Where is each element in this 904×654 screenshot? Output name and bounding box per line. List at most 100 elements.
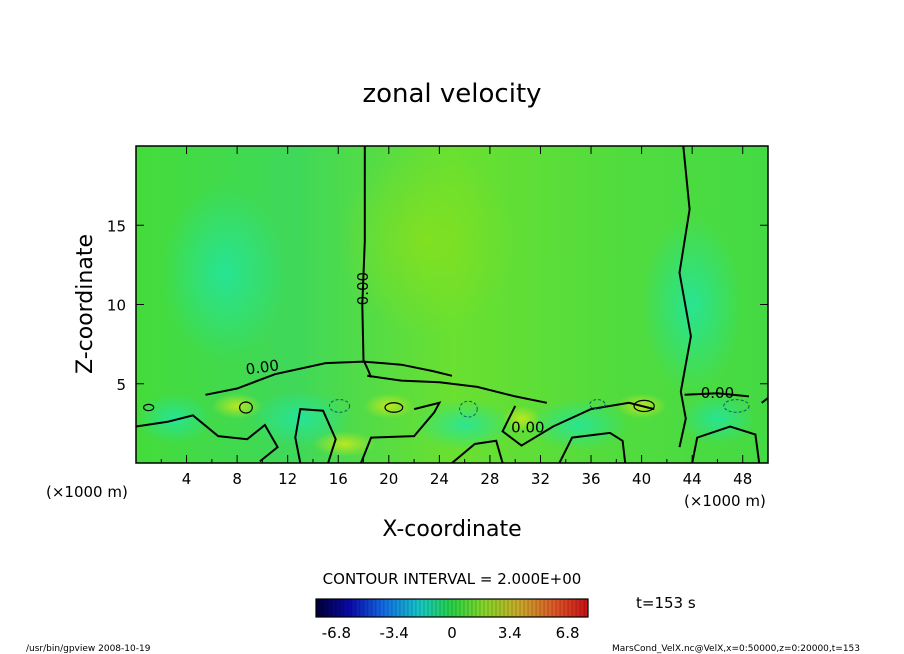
colorbar-cell xyxy=(524,599,529,617)
field-blob xyxy=(136,393,212,444)
footer-left: /usr/bin/gpview 2008-10-19 xyxy=(26,644,151,654)
colorbar-cell xyxy=(508,599,513,617)
velocity-field-features xyxy=(136,146,756,457)
x-tick-label: 48 xyxy=(733,470,752,488)
x-axis-ticks: 4 8 12 16 20 24 28 32 36 40 44 48 xyxy=(160,146,752,488)
x-axis-label: X-coordinate xyxy=(382,517,521,542)
colorbar-cell xyxy=(440,599,445,617)
y-tick-label: 15 xyxy=(107,217,126,235)
colorbar-cell xyxy=(552,599,557,617)
x-tick-label: 44 xyxy=(683,470,702,488)
colorbar-cell xyxy=(368,599,373,617)
colorbar-cell xyxy=(564,599,569,617)
colorbar-cell xyxy=(388,599,393,617)
zero-contour xyxy=(294,408,337,463)
colorbar-cell xyxy=(580,599,585,617)
zero-contour xyxy=(501,401,655,447)
zero-contour xyxy=(761,397,768,404)
positive-contour xyxy=(633,399,655,413)
chart-title: zonal velocity xyxy=(362,79,541,109)
colorbar-tick-label: 6.8 xyxy=(556,624,580,642)
colorbar-cell xyxy=(316,599,321,617)
colorbar-cell xyxy=(484,599,489,617)
colorbar-cell xyxy=(452,599,457,617)
zero-contour xyxy=(360,401,442,463)
field-blob xyxy=(161,184,288,362)
colorbar-cell xyxy=(560,599,565,617)
zero-contour-lines xyxy=(136,146,768,463)
x-tick-label: 32 xyxy=(531,470,550,488)
x-tick-label: 40 xyxy=(632,470,651,488)
colorbar-cell xyxy=(404,599,409,617)
colorbar-cell xyxy=(544,599,549,617)
field-blob xyxy=(527,399,629,451)
colorbar-cell xyxy=(324,599,329,617)
colorbar-cell xyxy=(400,599,405,617)
colorbar-cell xyxy=(556,599,561,617)
field-blob xyxy=(679,393,756,444)
colorbar-cell xyxy=(532,599,537,617)
x-tick-label: 20 xyxy=(379,470,398,488)
colorbar-cell xyxy=(328,599,333,617)
colorbar-cell xyxy=(408,599,413,617)
colorbar-cell xyxy=(528,599,533,617)
colorbar-cell xyxy=(584,599,589,617)
zero-contour xyxy=(691,425,761,463)
colorbar-cell xyxy=(320,599,325,617)
colorbar-tick-label: -6.8 xyxy=(322,624,351,642)
colorbar-cell xyxy=(364,599,369,617)
footer-right: MarsCond_VelX.nc@VelX,x=0:50000,z=0:2000… xyxy=(612,644,860,654)
x-tick-label: 24 xyxy=(430,470,449,488)
plot-area xyxy=(136,146,768,463)
zero-contour xyxy=(136,414,279,463)
colorbar: -6.8 -3.4 0 3.4 6.8 xyxy=(315,598,589,642)
contour-interval-label: CONTOUR INTERVAL = 2.000E+00 xyxy=(323,570,582,588)
contour-label: 0.00 xyxy=(245,356,281,378)
colorbar-strip xyxy=(315,599,589,617)
colorbar-cell xyxy=(380,599,385,617)
colorbar-cell xyxy=(460,599,465,617)
field-blob xyxy=(211,393,263,419)
colorbar-cell xyxy=(360,599,365,617)
contour-labels: 0.00 0.00 0.00 0.00 xyxy=(245,272,735,437)
colorbar-cell xyxy=(492,599,497,617)
colorbar-cell xyxy=(576,599,581,617)
zero-contour xyxy=(558,431,627,463)
zero-contour xyxy=(205,360,453,396)
zero-contour xyxy=(367,374,547,404)
colorbar-tick-label: 0 xyxy=(447,624,457,642)
colorbar-cell xyxy=(352,599,357,617)
colorbar-cell xyxy=(512,599,517,617)
x-axis-unit-left: (×1000 m) xyxy=(46,483,128,501)
colorbar-cell xyxy=(348,599,353,617)
y-axis-ticks: 5 10 15 xyxy=(107,217,768,394)
field-blob xyxy=(363,393,415,419)
colorbar-cell xyxy=(344,599,349,617)
time-label: t=153 s xyxy=(636,594,696,612)
field-blob xyxy=(249,390,351,448)
y-tick-label: 5 xyxy=(116,376,126,394)
colorbar-cell xyxy=(396,599,401,617)
x-tick-label: 16 xyxy=(329,470,348,488)
negative-contour xyxy=(589,399,606,410)
colorbar-cell xyxy=(420,599,425,617)
colorbar-cell xyxy=(392,599,397,617)
field-blob xyxy=(641,215,743,394)
colorbar-cell xyxy=(436,599,441,617)
zero-contour xyxy=(451,439,504,463)
colorbar-cell xyxy=(376,599,381,617)
colorbar-cell xyxy=(500,599,505,617)
colorbar-cell xyxy=(448,599,453,617)
colorbar-cell xyxy=(412,599,417,617)
colorbar-cell xyxy=(516,599,521,617)
colorbar-cell xyxy=(572,599,577,617)
colorbar-cell xyxy=(540,599,545,617)
positive-contour xyxy=(239,401,253,414)
x-tick-label: 36 xyxy=(581,470,600,488)
colorbar-cell xyxy=(428,599,433,617)
positive-contour xyxy=(384,402,404,413)
colorbar-cell xyxy=(488,599,493,617)
colorbar-cell xyxy=(456,599,461,617)
colorbar-tick-label: -3.4 xyxy=(380,624,409,642)
